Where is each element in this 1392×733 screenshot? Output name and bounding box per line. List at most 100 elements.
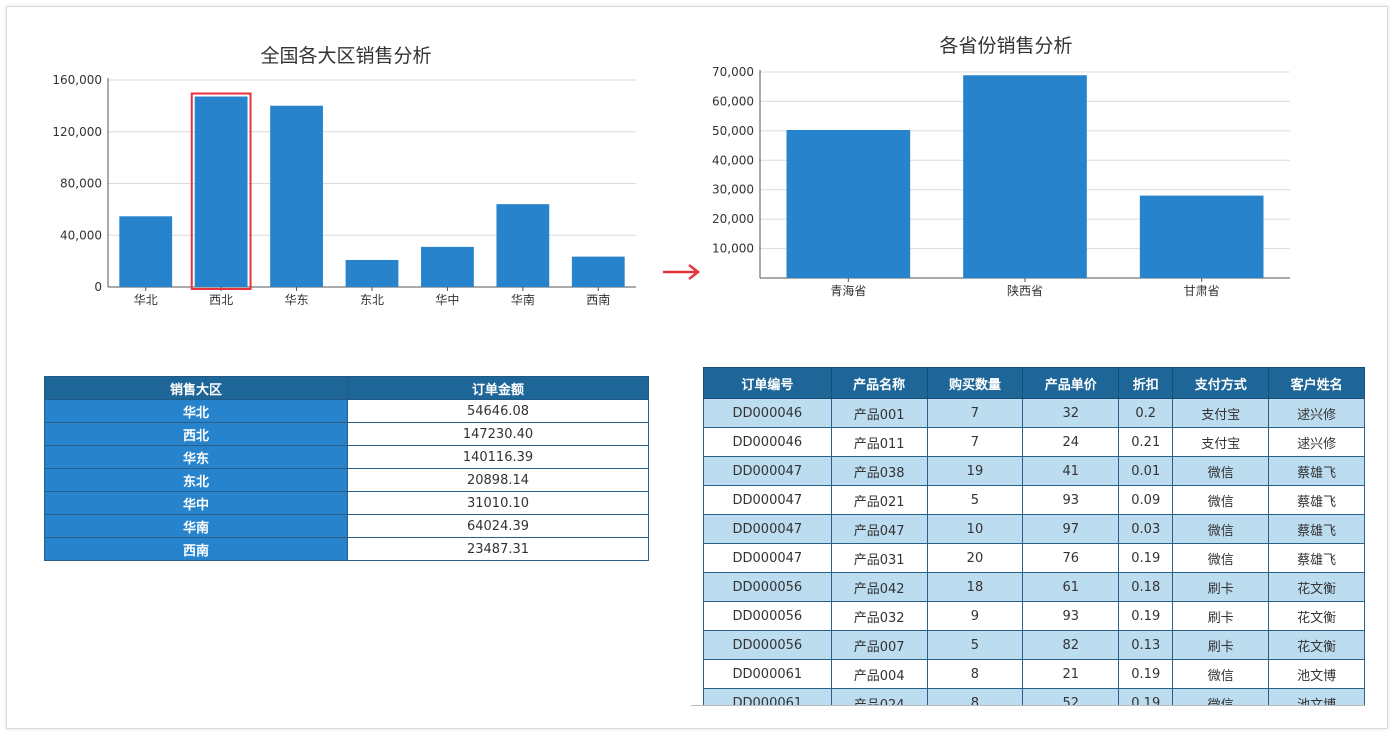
table-cell: 产品011 xyxy=(830,427,928,457)
table-cell: 7 xyxy=(926,427,1024,457)
table-cell: 华北 xyxy=(44,399,348,423)
province-sales-chart: 各省份销售分析 10,000 20,000 30,000 40,000 50,000 60,… xyxy=(712,35,1290,298)
bar-东北 xyxy=(345,259,399,287)
table-row: 华中 31010.10 xyxy=(44,491,649,515)
table-cell: 9 xyxy=(926,601,1024,631)
x-tick-label: 甘肃省 xyxy=(1184,284,1220,298)
table-cell: 产品047 xyxy=(830,514,928,544)
y-tick-label: 60,000 xyxy=(712,94,754,108)
table-cell: 7 xyxy=(926,398,1024,428)
table-cell: 刷卡 xyxy=(1172,572,1270,602)
column-header: 客户姓名 xyxy=(1268,367,1365,399)
table-cell: 刷卡 xyxy=(1172,601,1270,631)
x-tick-label: 西北 xyxy=(209,293,233,307)
table-cell: 支付宝 xyxy=(1172,398,1270,428)
table-cell: 微信 xyxy=(1172,456,1270,486)
table-cell: 61 xyxy=(1022,572,1120,602)
table-cell: 76 xyxy=(1022,543,1120,573)
table-cell: 0.18 xyxy=(1118,572,1174,602)
bar-青海省 xyxy=(786,129,911,278)
table-row: DD000047 产品031 20 76 0.19 微信 蔡雄飞 xyxy=(703,543,1365,573)
order-detail-table: 订单编号 产品名称 购买数量 产品单价 折扣 支付方式 客户姓名 DD000046 产品001… xyxy=(703,367,1365,706)
table-row: DD000047 产品021 5 93 0.09 微信 蔡雄飞 xyxy=(703,485,1365,515)
table-cell: 0.19 xyxy=(1118,688,1174,706)
table-cell: 蔡雄飞 xyxy=(1268,514,1365,544)
x-tick-label: 华南 xyxy=(511,292,535,307)
table-cell: 花文衡 xyxy=(1268,601,1365,631)
table-cell: DD000047 xyxy=(703,543,832,573)
table-cell: 19 xyxy=(926,456,1024,486)
table-cell: 8 xyxy=(926,659,1024,689)
x-tick-label: 华中 xyxy=(435,292,459,307)
column-header: 支付方式 xyxy=(1172,367,1270,399)
chart-title: 各省份销售分析 xyxy=(939,35,1072,57)
table-row: 华南 64024.39 xyxy=(44,514,649,538)
table-cell: DD000046 xyxy=(703,427,832,457)
table-cell: 54646.08 xyxy=(347,399,649,423)
table-cell: 20 xyxy=(926,543,1024,573)
column-header: 产品单价 xyxy=(1022,367,1120,399)
x-tick-label: 华北 xyxy=(134,293,158,307)
table-cell: DD000047 xyxy=(703,456,832,486)
bar-西南 xyxy=(571,256,625,287)
table-cell: 华南 xyxy=(44,514,348,538)
table-cell: 0.13 xyxy=(1118,630,1174,660)
y-tick-label: 70,000 xyxy=(712,65,754,79)
table-cell: 刷卡 xyxy=(1172,630,1270,660)
table-cell: 微信 xyxy=(1172,485,1270,515)
table-cell: 5 xyxy=(926,485,1024,515)
x-tick-label: 华东 xyxy=(285,293,309,307)
table-cell: DD000047 xyxy=(703,514,832,544)
bar-华南 xyxy=(496,204,550,287)
table-cell: 147230.40 xyxy=(347,422,649,446)
table-cell: 西北 xyxy=(44,422,348,446)
table-row: 西南 23487.31 xyxy=(44,537,649,561)
table-cell: 产品021 xyxy=(830,485,928,515)
table-row: 西北 147230.40 xyxy=(44,422,649,446)
table-cell: 41 xyxy=(1022,456,1120,486)
table-cell: 0.19 xyxy=(1118,659,1174,689)
table-cell: 微信 xyxy=(1172,659,1270,689)
table-cell: 0.09 xyxy=(1118,485,1174,515)
table-cell: 产品038 xyxy=(830,456,928,486)
table-cell: 0.03 xyxy=(1118,514,1174,544)
y-tick-label: 40,000 xyxy=(60,228,102,242)
order-detail-scroll-area[interactable]: 订单编号 产品名称 购买数量 产品单价 折扣 支付方式 客户姓名 DD000046 产品001… xyxy=(703,367,1365,706)
y-tick-label: 80,000 xyxy=(60,177,102,191)
y-tick-label: 50,000 xyxy=(712,124,754,138)
drill-down-arrow-icon xyxy=(663,264,701,280)
table-cell: 支付宝 xyxy=(1172,427,1270,457)
table-row: DD000047 产品038 19 41 0.01 微信 蔡雄飞 xyxy=(703,456,1365,486)
table-cell: 23487.31 xyxy=(347,537,649,561)
chart-title: 全国各大区销售分析 xyxy=(260,45,431,67)
table-cell: 逑兴修 xyxy=(1268,398,1365,428)
table-cell: 逑兴修 xyxy=(1268,427,1365,457)
table-cell: 0.19 xyxy=(1118,601,1174,631)
table-cell: 产品042 xyxy=(830,572,928,602)
table-cell: 18 xyxy=(926,572,1024,602)
region-sales-chart: 全国各大区销售分析 0 40,000 80,000 120,000 160,000 华北 西北… xyxy=(52,45,636,307)
table-cell: 微信 xyxy=(1172,514,1270,544)
table-cell: 52 xyxy=(1022,688,1120,706)
table-cell: 产品024 xyxy=(830,688,928,706)
table-cell: 蔡雄飞 xyxy=(1268,543,1365,573)
column-header: 销售大区 xyxy=(44,376,348,400)
column-header: 产品名称 xyxy=(830,367,928,399)
table-cell: 花文衡 xyxy=(1268,630,1365,660)
table-row: 华北 54646.08 xyxy=(44,399,649,423)
table-row: DD000056 产品007 5 82 0.13 刷卡 花文衡 xyxy=(703,630,1365,660)
table-cell: 82 xyxy=(1022,630,1120,660)
column-header: 购买数量 xyxy=(926,367,1024,399)
table-row: DD000046 产品001 7 32 0.2 支付宝 逑兴修 xyxy=(703,398,1365,428)
table-cell: 0.21 xyxy=(1118,427,1174,457)
region-sales-table: 销售大区 订单金额 华北 54646.08 西北 147230.40 华东 140116.3… xyxy=(44,376,649,561)
x-tick-label: 西南 xyxy=(586,292,610,307)
table-cell: 140116.39 xyxy=(347,445,649,469)
table-cell: 产品032 xyxy=(830,601,928,631)
table-cell: 24 xyxy=(1022,427,1120,457)
table-cell: 产品001 xyxy=(830,398,928,428)
bar-华中 xyxy=(421,246,474,287)
table-cell: DD000056 xyxy=(703,630,832,660)
table-cell: 20898.14 xyxy=(347,468,649,492)
table-row: DD000061 产品004 8 21 0.19 微信 池文博 xyxy=(703,659,1365,689)
